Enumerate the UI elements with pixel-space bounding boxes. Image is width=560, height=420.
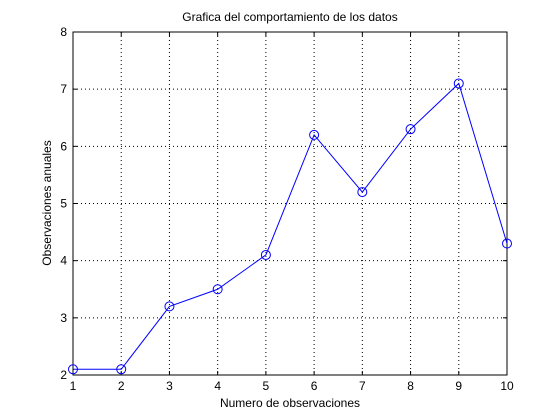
grid-lines xyxy=(73,32,507,375)
x-tick-label: 10 xyxy=(500,379,514,393)
y-axis-label: Observaciones anuales xyxy=(40,140,54,265)
data-point-marker xyxy=(357,187,368,198)
series xyxy=(68,78,512,375)
data-point-marker xyxy=(405,124,416,135)
data-point-marker xyxy=(212,284,223,295)
x-tick-label: 8 xyxy=(407,379,414,393)
y-tick-label: 8 xyxy=(60,25,67,39)
y-tick-label: 4 xyxy=(60,254,67,268)
series-line xyxy=(73,82,508,370)
y-tick-label: 3 xyxy=(60,311,67,325)
plot-frame xyxy=(72,31,508,376)
data-point-marker xyxy=(164,301,175,312)
y-tick-label: 7 xyxy=(60,82,67,96)
data-point-marker xyxy=(116,364,127,375)
y-tick-label: 2 xyxy=(60,368,67,382)
x-tick-label: 6 xyxy=(311,379,318,393)
x-tick-label: 2 xyxy=(118,379,125,393)
data-point-marker xyxy=(309,129,320,140)
x-tick-label: 7 xyxy=(359,379,366,393)
y-tick-label: 6 xyxy=(60,139,67,153)
x-tick-label: 1 xyxy=(70,379,77,393)
data-point-marker xyxy=(502,238,512,249)
x-tick-label: 4 xyxy=(214,379,221,393)
x-tick-label: 5 xyxy=(263,379,270,393)
x-tick-label: 9 xyxy=(455,379,462,393)
data-point-marker xyxy=(260,249,271,260)
y-tick-labels: 2 3 4 5 6 7 8 xyxy=(60,25,67,382)
x-tick-labels: 1 2 3 4 5 6 7 8 9 10 xyxy=(70,379,514,393)
x-tick-label: 3 xyxy=(166,379,173,393)
data-point-marker xyxy=(453,78,464,89)
y-tick-label: 5 xyxy=(60,197,67,211)
x-axis-label: Numero de observaciones xyxy=(220,396,360,410)
chart-title: Grafica del comportamiento de los datos xyxy=(182,10,397,24)
data-point-marker xyxy=(68,364,78,375)
